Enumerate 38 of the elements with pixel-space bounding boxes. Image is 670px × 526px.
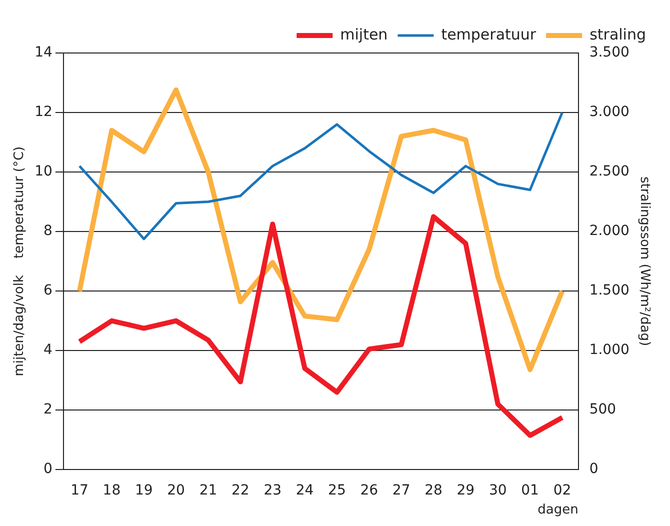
- y2-tick-label: 3.000: [589, 104, 630, 120]
- x-tick-label: 18: [102, 482, 121, 499]
- y2-axis-title: stralingssom (Wh/m²/dag): [636, 176, 652, 346]
- y2-tick-label: 1.500: [589, 282, 630, 299]
- y-tick-label: 8: [43, 223, 52, 240]
- x-tick-label: 17: [70, 482, 88, 499]
- y-tick-label: 0: [43, 461, 52, 478]
- x-tick-label: 21: [199, 482, 218, 499]
- x-tick-label: 26: [360, 482, 378, 499]
- legend-label: straling: [590, 25, 646, 44]
- y2-tick-label: 3.500: [589, 44, 630, 61]
- y-axis-title: mijten/dag/volk temperatuur (°C): [12, 146, 28, 376]
- y-tick-label: 14: [34, 44, 52, 61]
- y2-tick-label: 500: [589, 402, 616, 418]
- y2-tick-label: 1.000: [589, 342, 630, 358]
- x-tick-label: 22: [232, 482, 250, 499]
- y-tick-label: 6: [43, 282, 52, 299]
- y-tick-label: 2: [43, 402, 52, 418]
- y2-tick-label: 0: [589, 461, 598, 478]
- x-tick-label: 01: [521, 482, 539, 499]
- x-tick-label: 30: [488, 482, 507, 499]
- y-tick-label: 12: [34, 104, 52, 120]
- legend-label: temperatuur: [441, 25, 537, 44]
- x-tick-label: 24: [296, 482, 314, 499]
- x-tick-label: 20: [167, 482, 185, 499]
- y-tick-label: 10: [34, 164, 52, 180]
- x-tick-label: 29: [456, 482, 475, 499]
- x-tick-label: 25: [328, 482, 346, 499]
- x-axis-title: dagen: [538, 502, 578, 518]
- x-tick-label: 02: [553, 482, 572, 499]
- y2-tick-label: 2.500: [589, 164, 630, 180]
- x-tick-label: 19: [134, 482, 153, 499]
- y2-tick-label: 2.000: [589, 223, 630, 240]
- x-tick-label: 27: [392, 482, 410, 499]
- x-tick-label: 28: [424, 482, 442, 499]
- legend-label: mijten: [340, 25, 388, 44]
- y-tick-label: 4: [43, 342, 52, 358]
- x-tick-label: 23: [264, 482, 282, 499]
